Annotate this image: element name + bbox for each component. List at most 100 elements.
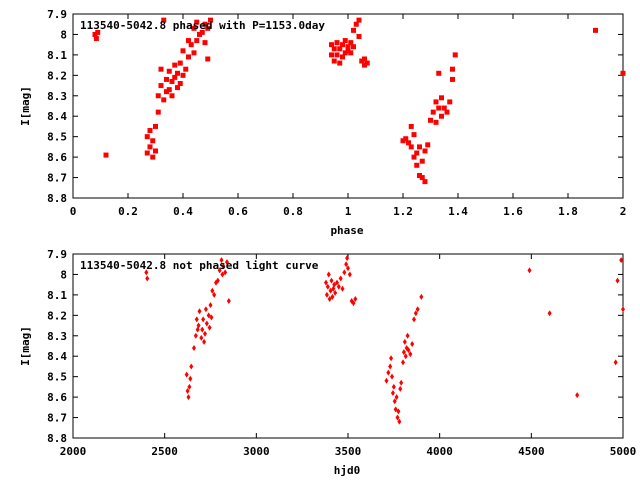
unphased-x-tick-label: 5000	[610, 445, 637, 458]
phased-x-axis-label: phase	[330, 224, 363, 237]
unphased-data-point	[187, 383, 192, 390]
phased-data-point	[93, 36, 99, 42]
phased-data-point	[342, 38, 348, 44]
phased-data-point	[199, 29, 205, 35]
unphased-data-point	[353, 295, 358, 302]
phased-x-axis: 0 0.2 0.4 0.6 0.8 1 1.2 1.4 1.6 1.8 2	[70, 14, 627, 218]
phased-data-point	[348, 40, 354, 46]
unphased-data-point	[351, 300, 356, 307]
unphased-data-point	[203, 330, 207, 337]
phased-data-point	[331, 58, 337, 64]
unphased-data-point	[197, 308, 202, 315]
unphased-data-point	[212, 291, 217, 298]
phased-data-points	[92, 17, 626, 185]
phased-data-point	[175, 85, 180, 91]
phased-data-point	[208, 17, 213, 23]
phased-data-point	[177, 81, 183, 87]
phased-y-tick-label: 8	[60, 28, 67, 41]
phased-x-tick-label: 2	[620, 205, 627, 218]
unphased-data-point	[210, 287, 215, 294]
phased-data-point	[180, 72, 186, 78]
phased-data-point	[177, 60, 183, 66]
unphased-data-point	[419, 293, 424, 300]
phased-data-point	[172, 62, 178, 68]
unphased-data-point	[396, 408, 401, 415]
unphased-data-point	[391, 383, 396, 390]
unphased-data-point	[328, 287, 333, 294]
phased-data-point	[348, 50, 354, 56]
phased-data-point	[158, 66, 164, 72]
phased-data-point	[408, 144, 414, 150]
unphased-data-point	[203, 306, 208, 313]
unphased-data-point	[527, 267, 532, 274]
phased-data-point	[433, 119, 439, 125]
phased-data-point	[428, 117, 433, 123]
unphased-data-point	[386, 369, 391, 376]
phased-data-point	[166, 68, 172, 74]
unphased-y-tick-label: 8.1	[47, 289, 67, 302]
phased-data-point	[329, 42, 334, 48]
unphased-data-point	[402, 338, 407, 345]
unphased-data-point	[329, 277, 334, 284]
phased-data-point	[161, 17, 167, 23]
unphased-y-tick-label: 8.5	[47, 371, 67, 384]
phased-data-point	[447, 99, 453, 105]
phased-x-tick-label: 0.2	[118, 205, 138, 218]
phased-data-point	[164, 89, 169, 95]
phased-data-point	[345, 48, 351, 54]
phased-data-point	[186, 54, 191, 60]
unphased-data-point	[326, 271, 331, 278]
unphased-data-point	[204, 320, 209, 327]
unphased-data-point	[223, 269, 228, 276]
unphased-x-tick-label: 3500	[335, 445, 362, 458]
phased-data-point	[593, 27, 598, 33]
phased-x-tick-label: 1	[345, 205, 352, 218]
unphased-chart-title: 113540-5042.8 not phased light curve	[80, 259, 319, 272]
phased-data-point	[444, 109, 450, 115]
unphased-data-point	[619, 257, 624, 264]
unphased-data-point	[401, 349, 406, 356]
unphased-data-point	[330, 293, 335, 300]
unphased-data-point	[384, 377, 389, 384]
unphased-x-tick-label: 2500	[151, 445, 178, 458]
unphased-data-point	[215, 277, 220, 284]
phased-x-tick-label: 0.6	[228, 205, 248, 218]
unphased-data-point	[144, 269, 149, 276]
phased-data-point	[620, 70, 626, 76]
phased-data-point	[433, 99, 439, 105]
phased-x-tick-label: 1.8	[558, 205, 578, 218]
phased-data-point	[144, 150, 150, 156]
unphased-data-point	[397, 418, 402, 425]
phased-chart-title: 113540-5042.8 phased with P=1153.0day	[80, 19, 325, 32]
phased-y-tick-label: 8.8	[47, 192, 67, 205]
unphased-y-tick-label: 8	[60, 268, 67, 281]
unphased-data-point	[344, 261, 349, 268]
unphased-data-point	[615, 277, 620, 284]
unphased-data-point	[389, 355, 394, 362]
unphased-data-point	[186, 394, 191, 401]
phased-data-point	[164, 76, 169, 82]
unphased-data-point	[201, 316, 206, 323]
unphased-data-point	[406, 347, 411, 354]
unphased-data-point	[193, 332, 198, 339]
phased-data-point	[425, 142, 431, 148]
unphased-data-point	[613, 359, 618, 366]
unphased-y-tick-label: 8.2	[47, 309, 67, 322]
unphased-data-point	[408, 351, 413, 358]
unphased-data-point	[621, 306, 625, 313]
phased-y-tick-label: 8.5	[47, 131, 67, 144]
phased-data-point	[337, 60, 343, 66]
phased-data-point	[95, 29, 101, 35]
phased-data-point	[92, 31, 98, 37]
unphased-data-point	[196, 322, 201, 329]
unphased-x-axis-label: hjd0	[334, 464, 361, 477]
phased-data-point	[408, 123, 414, 129]
unphased-data-point	[410, 340, 415, 347]
phased-x-tick-label: 0.8	[283, 205, 303, 218]
phased-data-point	[180, 48, 186, 54]
phased-data-point	[186, 38, 191, 44]
phased-data-point	[422, 148, 428, 154]
unphased-data-point	[200, 326, 205, 333]
